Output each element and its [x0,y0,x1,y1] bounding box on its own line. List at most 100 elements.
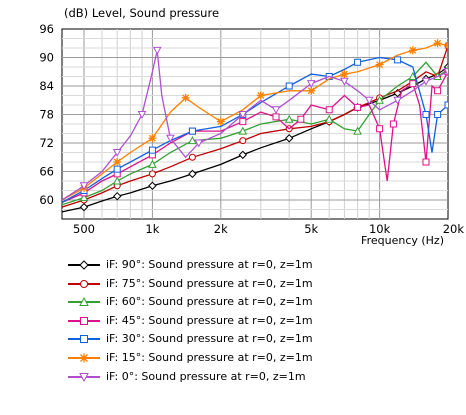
y-tick-label: 90 [39,51,54,65]
x-tick-label: 10k [369,222,391,236]
y-tick-label: 96 [39,22,54,36]
data-point [113,158,122,166]
data-point [325,106,333,114]
data-point [340,77,349,86]
legend-label: iF: 30°: Sound pressure at r=0, z=1m [106,332,313,346]
data-point [408,46,417,55]
data-point [79,182,89,191]
data-point [340,70,349,79]
data-point [444,41,448,50]
data-point [80,335,88,344]
chart-title: (dB) Level, Sound pressure [64,6,220,20]
data-point [148,134,157,143]
data-point [375,95,384,104]
data-point [422,111,430,118]
legend-swatch [68,335,100,344]
data-point [422,158,430,166]
data-point [188,169,197,179]
data-point [188,153,196,161]
data-point [297,115,305,123]
data-point [394,56,402,64]
data-point [434,111,442,118]
data-point [239,118,247,126]
data-point [389,120,397,128]
data-point [354,103,362,111]
data-point [421,77,431,86]
legend-label: iF: 90°: Sound pressure at r=0, z=1m [106,258,313,271]
data-point [238,111,248,120]
series-line [62,66,448,213]
x-tick-label: 5k [304,222,318,236]
data-point [434,87,442,95]
data-point [79,297,89,307]
data-point [79,193,89,202]
data-point [194,139,204,148]
data-point [433,39,442,48]
data-point [376,125,384,133]
data-point [181,93,190,102]
data-point [113,191,122,201]
legend-swatch [68,316,100,325]
data-point [284,114,294,123]
data-point [272,113,280,121]
legend-label: iF: 60°: Sound pressure at r=0, z=1m [106,295,313,309]
data-point [79,202,89,212]
data-point [148,146,156,154]
data-point [393,96,402,105]
data-point [443,68,448,77]
legend-label: iF: 45°: Sound pressure at r=0, z=1m [106,313,313,327]
data-point [152,46,162,55]
data-point [80,316,88,325]
data-point [306,80,316,89]
data-point [148,181,157,190]
y-tick-label: 60 [39,193,54,207]
data-point [239,137,247,145]
x-tick-label: 2k [214,222,228,236]
data-point [354,58,362,66]
y-tick-label: 66 [39,165,54,179]
data-point [284,134,294,143]
x-tick-label: 500 [73,222,95,236]
data-point [238,126,248,135]
series-layer [62,39,448,213]
series-line [62,71,448,203]
legend-label: iF: 75°: Sound pressure at r=0, z=1m [106,276,313,290]
legend-label: iF: 15°: Sound pressure at r=0, z=1m [106,350,313,364]
data-point [375,60,384,69]
data-point [148,170,156,178]
data-point [79,260,89,270]
data-point [216,117,225,126]
data-point [238,150,248,160]
data-point [408,71,418,80]
legend-swatch [68,372,100,382]
legend-swatch [68,297,100,307]
x-axis-label: Frequency (Hz) [361,234,444,247]
y-tick-label: 84 [39,79,54,93]
y-tick-label: 72 [39,136,54,150]
data-point [364,96,374,105]
x-tick-label: 20k [443,222,465,236]
data-point [409,80,417,88]
tick-labels: 60 66 72 78 84 90 96 500 1k 2k 5k 10k 20k [39,22,464,236]
x-tick-label: 1k [145,222,159,236]
data-point [79,353,89,363]
legend-swatch [68,279,100,288]
legend-swatch [68,353,100,363]
data-point [188,136,197,145]
data-point [188,127,196,135]
legend-label: iF: 0°: Sound pressure at r=0, z=1m [106,369,306,383]
data-point [353,126,362,135]
y-tick-label: 78 [39,108,54,122]
data-point [256,91,265,100]
data-point [271,106,281,115]
data-point [148,159,157,168]
data-point [113,165,121,173]
data-point [112,176,122,185]
data-point [80,279,88,288]
legend-swatch [68,260,100,270]
data-point [79,372,89,382]
data-point [324,114,334,123]
series-6 [62,46,448,201]
data-point [166,134,175,143]
